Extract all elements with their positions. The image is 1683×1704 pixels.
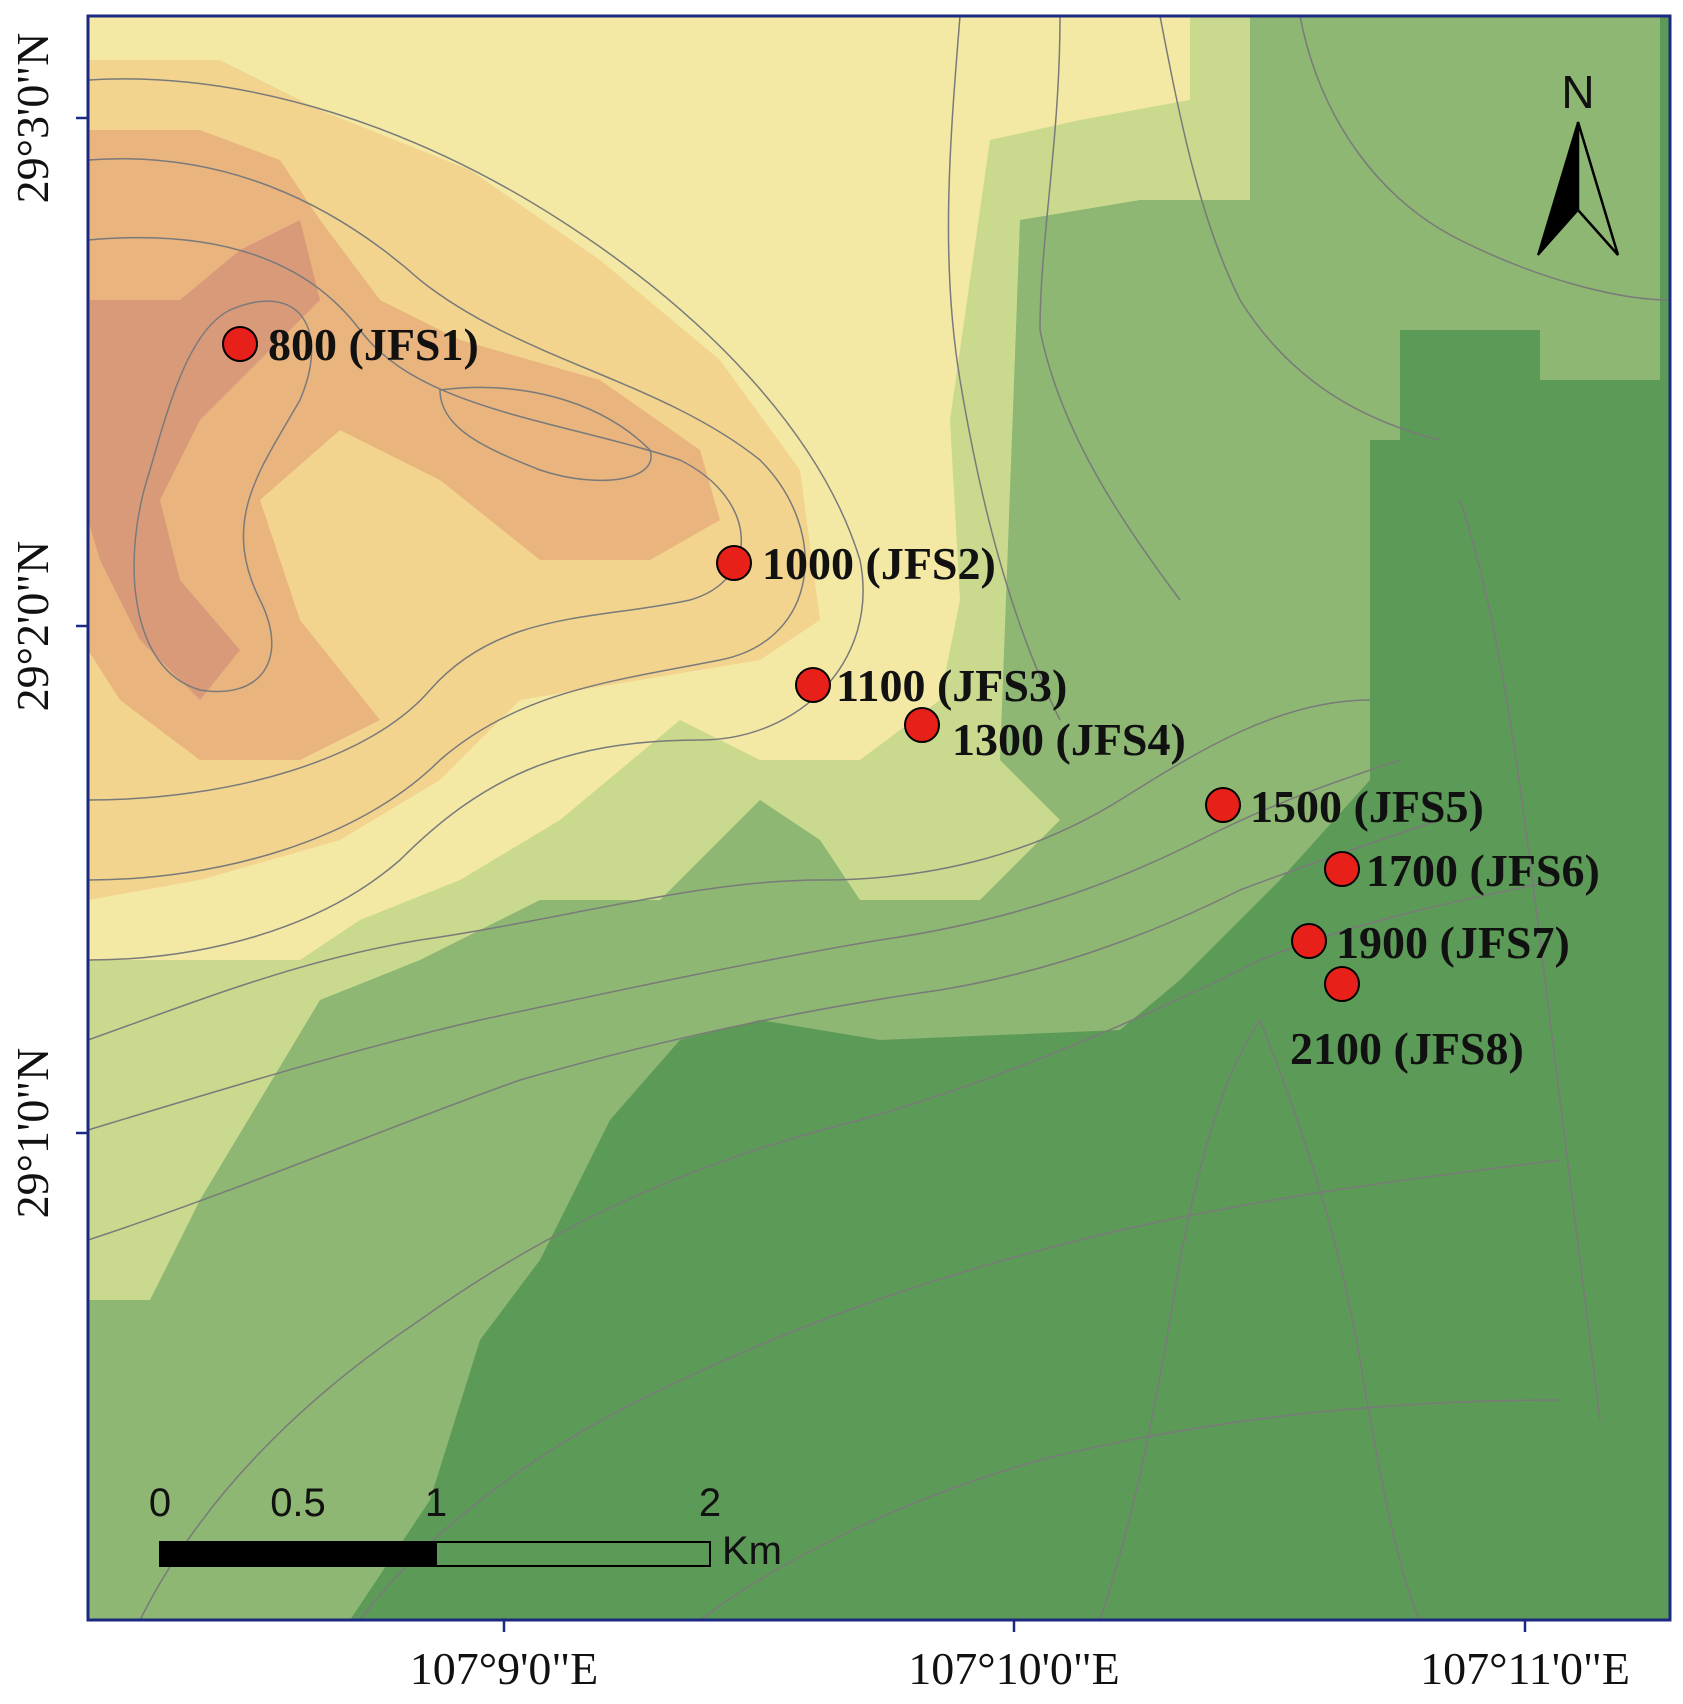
longitude-label: 107°11'0"E (1420, 1643, 1630, 1694)
site-label: 1900 (JFS7) (1336, 917, 1570, 968)
north-label: N (1561, 66, 1594, 118)
elevation-zone-7-ridge (430, 380, 680, 490)
site-marker[interactable] (716, 545, 752, 581)
sampling-sites: 800 (JFS1) 1000 (JFS2) 1100 (JFS3) 1300 … (222, 319, 1600, 1074)
site-marker[interactable] (1205, 787, 1241, 823)
elevation-zone-7 (88, 220, 320, 700)
latitude-label: 29°3'0"N (7, 33, 58, 204)
site-jfs4[interactable]: 1300 (JFS4) (904, 707, 1186, 765)
site-jfs8[interactable]: 2100 (JFS8) (1290, 966, 1524, 1074)
scale-tick-label: 1 (425, 1481, 447, 1525)
site-label: 1300 (JFS4) (952, 714, 1186, 765)
longitude-labels: 107°9'0"E 107°10'0"E 107°11'0"E (410, 1643, 1630, 1694)
site-label: 800 (JFS1) (268, 319, 479, 370)
scale-bar-segment-filled (159, 1541, 437, 1567)
site-marker[interactable] (1291, 923, 1327, 959)
scale-tick-label: 2 (699, 1481, 721, 1525)
elevation-layer (88, 16, 1670, 1620)
longitude-label: 107°10'0"E (908, 1643, 1120, 1694)
scale-tick-label: 0.5 (270, 1481, 326, 1525)
latitude-label: 29°1'0"N (7, 1048, 58, 1219)
site-label: 1000 (JFS2) (762, 538, 996, 589)
site-label: 1500 (JFS5) (1250, 781, 1484, 832)
contour-lines (88, 16, 1670, 1620)
site-label: 1700 (JFS6) (1366, 845, 1600, 896)
latitude-label: 29°2'0"N (7, 541, 58, 712)
site-label: 2100 (JFS8) (1290, 1023, 1524, 1074)
scale-bar-segment-empty (435, 1541, 711, 1567)
scale-unit-label: Km (722, 1529, 782, 1573)
scale-tick-label: 0 (149, 1481, 171, 1525)
site-jfs2[interactable]: 1000 (JFS2) (716, 538, 996, 589)
scale-bar: 0 0.5 1 2 Km (149, 1481, 782, 1573)
site-marker[interactable] (795, 667, 831, 703)
site-marker[interactable] (1324, 851, 1360, 887)
site-jfs6[interactable]: 1700 (JFS6) (1324, 845, 1600, 896)
north-arrow-right-half (1576, 121, 1620, 256)
site-marker[interactable] (1324, 966, 1360, 1002)
graticule-ticks (76, 116, 1527, 1632)
site-jfs3[interactable]: 1100 (JFS3) (795, 660, 1067, 711)
site-jfs5[interactable]: 1500 (JFS5) (1205, 781, 1484, 832)
map-frame (86, 14, 1672, 1622)
site-label: 1100 (JFS3) (836, 660, 1067, 711)
site-marker[interactable] (222, 326, 258, 362)
longitude-label: 107°9'0"E (410, 1643, 599, 1694)
site-jfs7[interactable]: 1900 (JFS7) (1291, 917, 1570, 968)
site-marker[interactable] (904, 707, 940, 743)
site-jfs1[interactable]: 800 (JFS1) (222, 319, 479, 370)
latitude-labels: 29°3'0"N 29°2'0"N 29°1'0"N (7, 33, 58, 1219)
north-arrow-icon: N (1537, 66, 1620, 256)
